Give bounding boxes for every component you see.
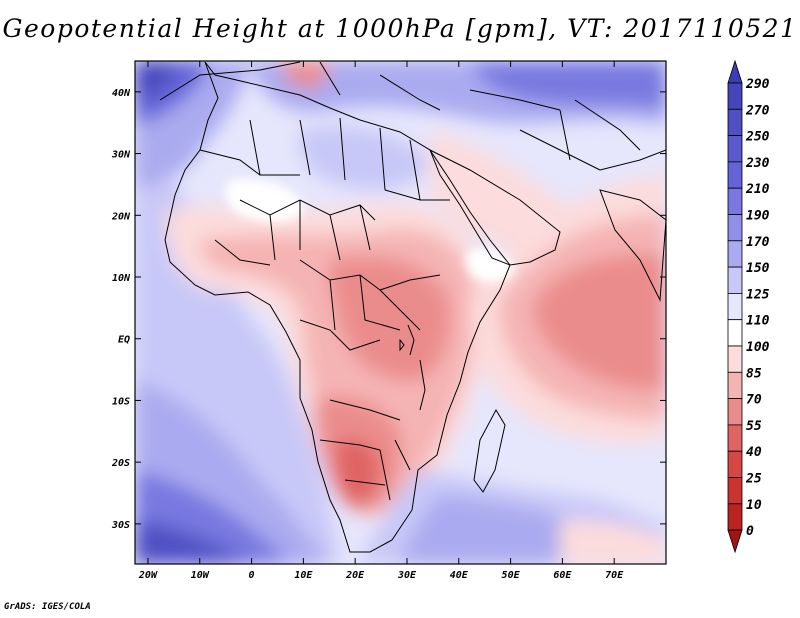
field-northeast-deep	[470, 61, 666, 110]
y-tick-label: EQ	[118, 335, 130, 346]
field-great-lakes-red	[328, 256, 451, 381]
colorbar-box	[727, 266, 743, 294]
colorbar-label: 250	[745, 130, 770, 145]
colorbar-label: 170	[746, 235, 770, 250]
x-tick-label: 20W	[138, 570, 158, 581]
colorbar-label: 40	[746, 445, 762, 460]
x-tick-label: 50E	[502, 570, 521, 581]
x-tick-label: 60E	[553, 570, 572, 581]
colorbar-box	[727, 161, 743, 189]
madagascar-outline	[473, 408, 506, 493]
x-tick-label: 30E	[397, 570, 417, 581]
x-tick-label: 10W	[191, 570, 210, 581]
field-arabia-warm	[430, 130, 568, 250]
colorbar-box	[727, 398, 743, 426]
field-detail	[225, 179, 515, 282]
colorbar-label: 230	[745, 156, 770, 171]
field-southwest-deepest	[135, 520, 250, 564]
colorbar-box	[727, 371, 743, 399]
colorbar-box	[727, 319, 743, 347]
colorbar-box	[727, 477, 743, 505]
y-tick-label: 20N	[111, 211, 131, 222]
colorbar-top-arrow	[727, 59, 743, 84]
axes: 20W 10W 0 10E 20E 30E 40E 50E 60E 70E 40N 30N 20N 10N…	[111, 61, 666, 581]
colorbar-label: 190	[746, 209, 770, 224]
colorbar-box	[727, 214, 743, 242]
india-outline	[599, 189, 666, 302]
colorbar-label: 110	[746, 314, 770, 329]
y-tick-label: 10N	[112, 273, 131, 284]
colorbar-label: 150	[746, 261, 770, 276]
field-indian-ocean-core	[533, 254, 666, 391]
field-shading	[135, 61, 666, 564]
x-tick-label: 0	[249, 570, 255, 581]
colorbar-label: 55	[746, 419, 762, 434]
colorbar-label: 85	[746, 366, 762, 381]
y-tick-label: 40N	[112, 88, 131, 99]
colorbar-box	[727, 240, 743, 268]
field-southeast-warm	[560, 520, 666, 564]
colorbar-box	[727, 424, 743, 452]
height-field	[135, 61, 666, 564]
y-tick-label: 20S	[111, 458, 130, 469]
colorbar-label: 210	[745, 182, 770, 197]
plot-frame	[134, 60, 667, 565]
colorbar-label: 25	[745, 472, 762, 487]
colorbar-box	[727, 82, 743, 110]
field-sahara-pale-patch	[225, 179, 305, 222]
y-tick-label: 10S	[112, 396, 130, 407]
field-southern-africa-core	[335, 438, 380, 505]
country-borders	[199, 109, 601, 501]
colorbar-box	[727, 292, 743, 321]
map-outlines	[159, 61, 666, 553]
colorbar: 2902702502302101901701501251101008570554…	[727, 59, 770, 554]
colorbar-box	[727, 135, 743, 163]
europe-coast	[159, 61, 666, 171]
colorbar-box	[727, 187, 743, 215]
colorbar-box	[727, 503, 743, 531]
colorbar-label: 70	[746, 393, 762, 408]
x-tick-label: 70E	[605, 570, 624, 581]
x-tick-label: 20E	[345, 570, 365, 581]
colorbar-label: 0	[746, 524, 754, 539]
colorbar-box	[727, 450, 743, 478]
field-sahara-pale	[299, 126, 430, 190]
colorbar-label: 270	[745, 103, 770, 118]
colorbar-label: 125	[746, 287, 770, 302]
field-horn-pale	[466, 248, 515, 282]
colorbar-bottom-arrow	[727, 529, 743, 554]
y-tick-label: 30N	[111, 150, 131, 161]
field-italy-warm	[280, 61, 330, 89]
great-lakes	[399, 324, 426, 411]
x-tick-label: 40E	[450, 570, 469, 581]
arabia-outline	[428, 148, 561, 266]
colorbar-label: 10	[746, 498, 762, 513]
y-tick-label: 30S	[111, 520, 130, 531]
chart-title: Geopotential Height at 1000hPa [gpm], VT…	[2, 14, 798, 43]
colorbar-label: 290	[745, 77, 770, 92]
colorbar-box	[727, 108, 743, 137]
x-tick-label: 10E	[294, 570, 313, 581]
field-northwest-deepest	[135, 61, 180, 100]
colorbar-label: 100	[746, 340, 770, 355]
grads-credit: GrADS: IGES/COLA	[4, 602, 91, 612]
colorbar-box	[727, 345, 743, 373]
